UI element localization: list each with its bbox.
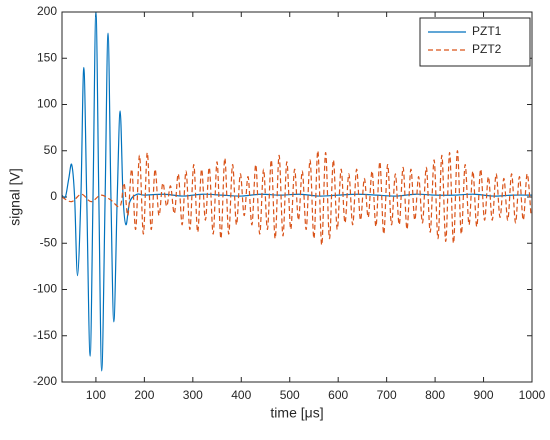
- x-tick-label: 500: [280, 388, 300, 402]
- y-tick-label: -200: [33, 374, 57, 388]
- axes-box: [61, 11, 533, 383]
- x-tick-label: 1000: [519, 388, 546, 402]
- y-axis-label: signal [V]: [7, 168, 23, 226]
- legend-label: PZT1: [472, 24, 502, 38]
- x-tick-label: 300: [183, 388, 203, 402]
- legend-label: PZT2: [472, 42, 502, 56]
- y-tick-label: -50: [40, 235, 58, 249]
- y-tick-label: 100: [37, 97, 57, 111]
- y-tick-label: 0: [50, 189, 57, 203]
- x-tick-label: 800: [425, 388, 445, 402]
- y-tick-label: 150: [37, 50, 57, 64]
- series-line: [62, 150, 532, 246]
- y-tick-label: -100: [33, 282, 57, 296]
- x-tick-label: 900: [474, 388, 494, 402]
- x-tick-label: 700: [377, 388, 397, 402]
- x-tick-label: 100: [86, 388, 106, 402]
- x-tick-label: 600: [328, 388, 348, 402]
- plot-area: [62, 12, 532, 382]
- x-tick-label: 400: [231, 388, 251, 402]
- y-tick-label: -150: [33, 328, 57, 342]
- y-tick-label: 50: [44, 143, 58, 157]
- legend-box: [419, 17, 531, 67]
- x-axis-label: time [μs]: [270, 405, 323, 421]
- y-tick-label: 200: [37, 4, 57, 18]
- series-line: [62, 12, 532, 372]
- x-tick-label: 200: [134, 388, 154, 402]
